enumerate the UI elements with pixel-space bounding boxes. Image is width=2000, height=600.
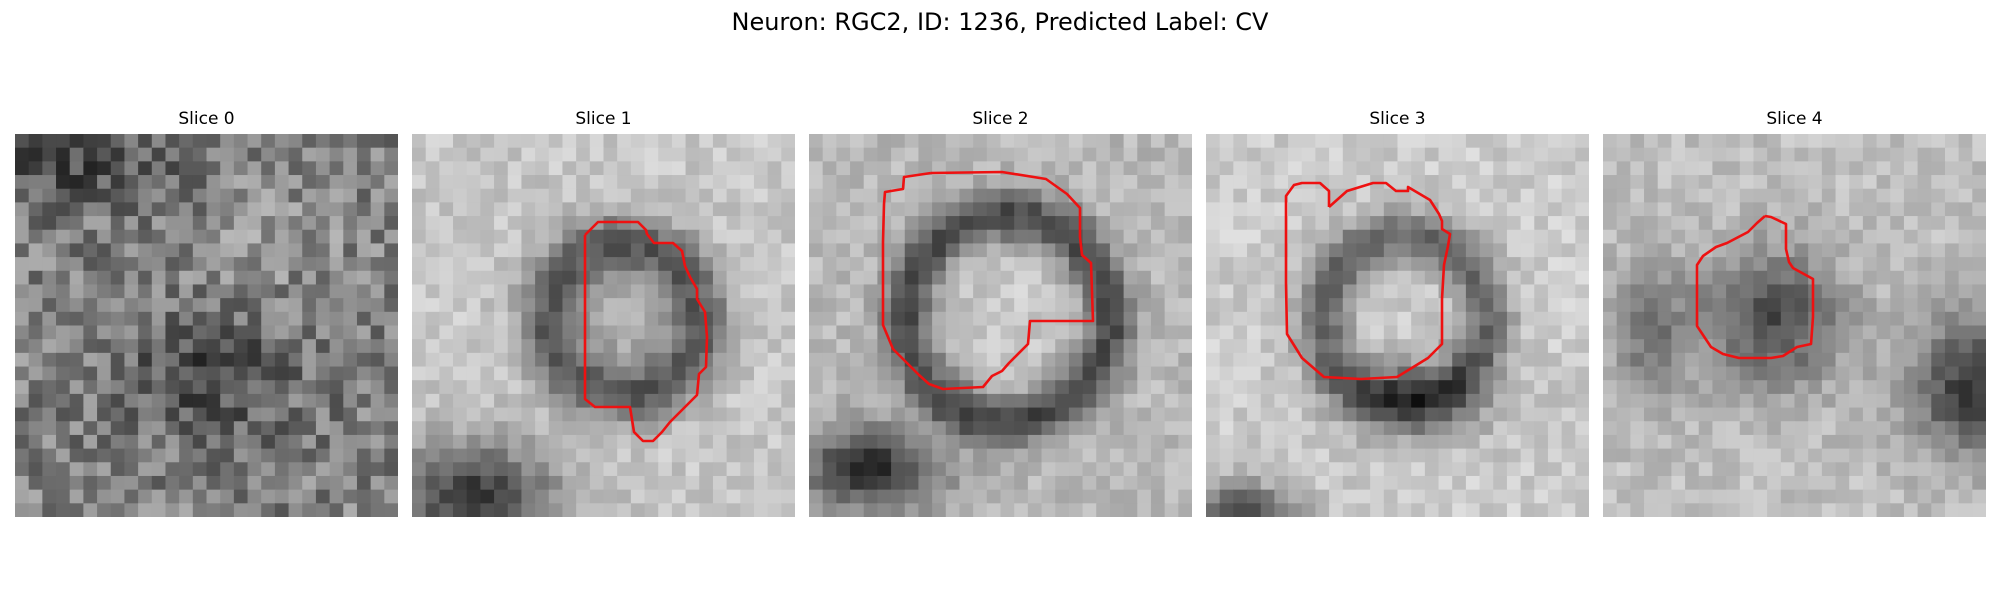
segmentation-outline <box>881 170 1095 391</box>
slice-title: Slice 1 <box>575 109 632 129</box>
slice-panel-2: Slice 2 <box>809 108 1192 517</box>
slice-image-0 <box>15 134 398 517</box>
segmentation-outline <box>1284 181 1452 381</box>
slice-title: Slice 3 <box>1369 109 1426 129</box>
slice-image-4 <box>1603 134 1986 517</box>
slice-image-2 <box>809 134 1192 517</box>
figure-title: Neuron: RGC2, ID: 1236, Predicted Label:… <box>731 8 1269 36</box>
segmentation-outline <box>583 220 709 443</box>
segmentation-outline <box>1695 214 1815 360</box>
slice-image-1 <box>412 134 795 517</box>
slice-title: Slice 0 <box>178 109 235 129</box>
slice-panel-4: Slice 4 <box>1603 108 1986 517</box>
slice-panel-1: Slice 1 <box>412 108 795 517</box>
slice-image-3 <box>1206 134 1589 517</box>
slice-panel-0: Slice 0 <box>15 108 398 517</box>
slice-panel-3: Slice 3 <box>1206 108 1589 517</box>
slice-title: Slice 2 <box>972 109 1029 129</box>
slice-title: Slice 4 <box>1766 109 1823 129</box>
